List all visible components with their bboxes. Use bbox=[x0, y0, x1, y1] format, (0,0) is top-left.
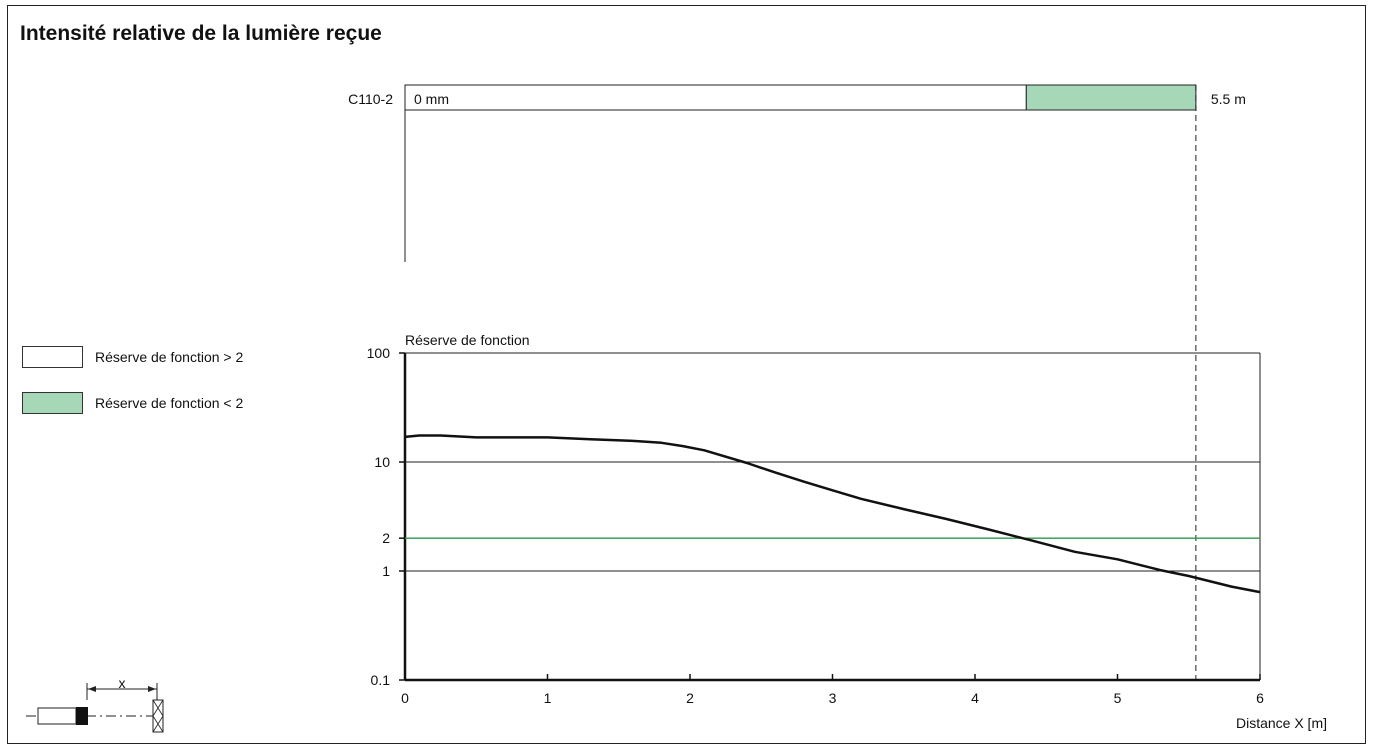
x-axis-label: Distance X [m] bbox=[1236, 715, 1327, 731]
x-tick-label: 2 bbox=[686, 690, 694, 706]
sensor-label: C110-2 bbox=[348, 91, 393, 107]
y-tick-label: 2 bbox=[382, 530, 390, 546]
y-tick-label: 100 bbox=[367, 345, 391, 361]
range-bar-white-segment bbox=[404, 84, 1027, 111]
range-start-label: 0 mm bbox=[414, 91, 449, 107]
range-end-label: 5.5 m bbox=[1211, 91, 1246, 107]
legend-swatch-white bbox=[22, 346, 83, 368]
x-tick-label: 3 bbox=[829, 690, 837, 706]
page-title: Intensité relative de la lumière reçue bbox=[20, 22, 382, 45]
range-bar-green-segment bbox=[1025, 84, 1197, 111]
series-line bbox=[404, 434, 1261, 594]
x-tick-label: 0 bbox=[401, 690, 409, 706]
diagram-distance-label: x bbox=[119, 675, 126, 691]
x-tick-label: 5 bbox=[1114, 690, 1122, 706]
legend-item-below-2: Réserve de fonction < 2 bbox=[22, 391, 243, 415]
legend-label: Réserve de fonction > 2 bbox=[95, 349, 244, 365]
x-tick-label: 6 bbox=[1256, 690, 1264, 706]
legend-item-above-2: Réserve de fonction > 2 bbox=[22, 345, 243, 369]
sensor-diagram-icon: x bbox=[26, 675, 164, 733]
y-axis-label: Réserve de fonction bbox=[405, 332, 530, 348]
x-tick-label: 4 bbox=[971, 690, 979, 706]
legend-swatch-green bbox=[22, 392, 83, 414]
figure-frame bbox=[7, 5, 1366, 744]
y-tick-label: 1 bbox=[382, 563, 390, 579]
y-tick-label: 0.1 bbox=[371, 672, 391, 688]
x-tick-label: 1 bbox=[544, 690, 552, 706]
y-tick-label: 10 bbox=[374, 454, 390, 470]
legend-label: Réserve de fonction < 2 bbox=[95, 395, 244, 411]
